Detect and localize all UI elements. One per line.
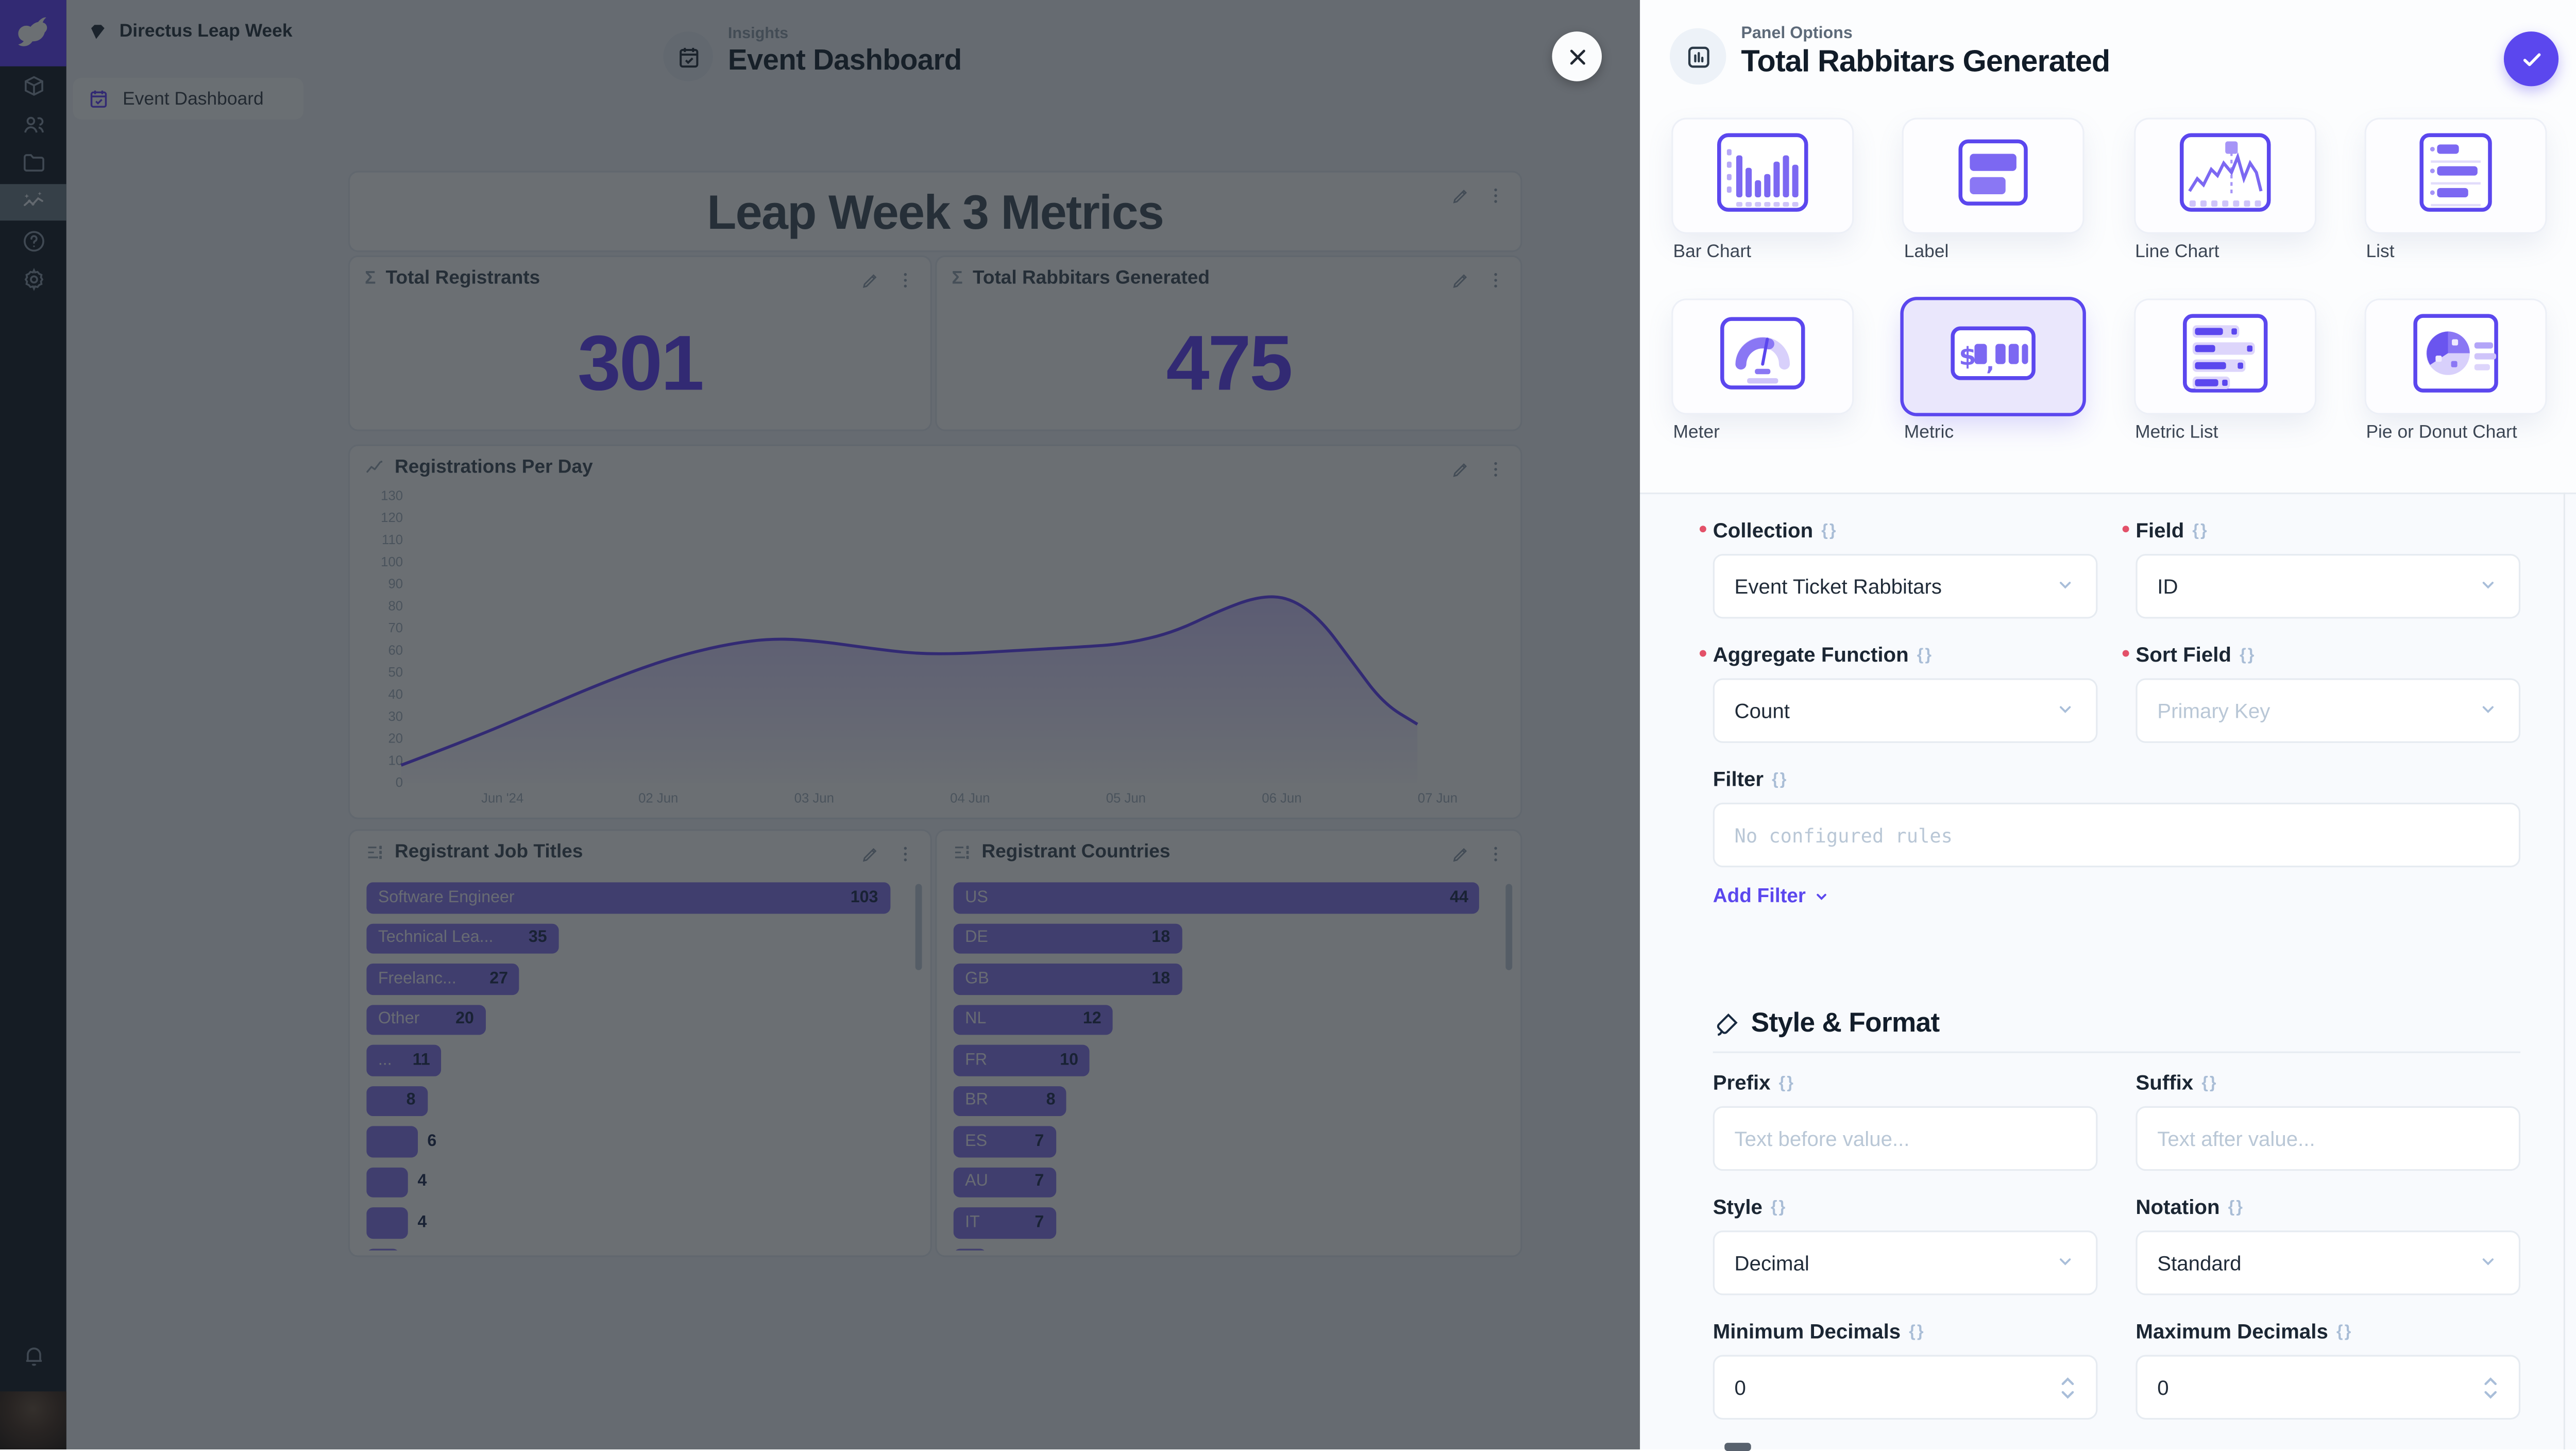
raw-value-icon[interactable]: {} [1821, 521, 1838, 540]
number-stepper[interactable] [2059, 1376, 2076, 1399]
panel-type-label[interactable] [1904, 119, 2083, 232]
raw-value-icon[interactable]: {} [2336, 1322, 2353, 1341]
svg-text:,: , [1987, 349, 1995, 375]
raw-value-icon[interactable]: {} [1771, 1198, 1787, 1217]
chevron-down-icon [2477, 697, 2499, 723]
drawer-title: Total Rabbitars Generated [1741, 43, 2110, 78]
panel-type-label: Label [1904, 242, 1949, 262]
panel-type-list[interactable] [2366, 119, 2546, 232]
panel-type-label: Pie or Donut Chart [2366, 423, 2517, 443]
bar-chart-tile-icon [1713, 130, 1812, 222]
panel-type-pie[interactable] [2366, 300, 2546, 413]
drawer-divider [1640, 492, 2576, 495]
chevron-down-icon [2477, 1250, 2499, 1276]
chevron-down-icon [2477, 573, 2499, 599]
chevron-down-icon [2055, 697, 2076, 723]
metric-tile-icon: $, [1944, 311, 2043, 402]
sort-field-select[interactable]: Primary Key [2136, 678, 2521, 743]
panel-type-label: Line Chart [2135, 242, 2219, 262]
panel-type-line-chart[interactable] [2135, 119, 2314, 232]
raw-value-icon[interactable]: {} [1917, 646, 1934, 665]
insights-panel-icon [1687, 46, 1709, 67]
style-select[interactable]: Decimal [1713, 1230, 2098, 1295]
drawer-scrollbar-track[interactable] [2563, 492, 2566, 1449]
notation-select[interactable]: Standard [2136, 1230, 2521, 1295]
metric-list-tile-icon [2175, 311, 2274, 402]
close-drawer-button[interactable] [1552, 31, 1602, 81]
brush-icon [1717, 1013, 1738, 1035]
raw-value-icon[interactable]: {} [2201, 1073, 2218, 1092]
number-stepper[interactable] [2482, 1376, 2499, 1399]
collection-label: Collection{} [1699, 519, 1838, 543]
panel-type-bar-chart[interactable] [1673, 119, 1853, 232]
raw-value-icon[interactable]: {} [1778, 1073, 1795, 1092]
label-tile-icon [1944, 130, 2043, 222]
field-label: Field{} [2122, 519, 2209, 543]
clipped-field-label [1724, 1443, 1751, 1451]
section-divider [1713, 1051, 2521, 1053]
check-icon [2522, 52, 2540, 65]
notation-label: Notation{} [2136, 1195, 2245, 1219]
suffix-input[interactable]: Text after value... [2136, 1106, 2521, 1171]
panel-type-label: Metric List [2135, 423, 2218, 443]
svg-text:$: $ [1959, 342, 1977, 370]
sort-field-label: Sort Field{} [2122, 643, 2256, 667]
chevron-down-icon [2055, 573, 2076, 599]
list-tile-icon [2406, 130, 2505, 222]
drawer-backdrop[interactable] [0, 0, 1640, 1450]
raw-value-icon[interactable]: {} [2228, 1198, 2245, 1217]
prefix-input[interactable]: Text before value... [1713, 1106, 2098, 1171]
style-format-heading: Style & Format [1713, 1008, 1940, 1040]
line-chart-tile-icon [2175, 130, 2274, 222]
aggregate-function-select[interactable]: Count [1713, 678, 2098, 743]
drawer-kicker: Panel Options [1741, 25, 1853, 43]
minimum-decimals-input[interactable]: 0 [1713, 1355, 2098, 1420]
aggregate-function-label: Aggregate Function{} [1699, 643, 1934, 667]
close-icon [1569, 48, 1585, 64]
raw-value-icon[interactable]: {} [1772, 770, 1788, 789]
add-filter-button[interactable]: Add Filter [1713, 884, 1831, 907]
pie-tile-icon [2406, 311, 2505, 402]
panel-type-meter[interactable] [1673, 300, 1853, 413]
panel-type-metric-selected[interactable]: $, [1904, 300, 2083, 413]
style-label: Style{} [1713, 1195, 1787, 1219]
stepper-down-icon [2484, 1390, 2497, 1398]
stepper-up-icon [2061, 1376, 2074, 1385]
save-button[interactable] [2503, 31, 2559, 87]
maximum-decimals-label: Maximum Decimals{} [2136, 1320, 2353, 1343]
drawer-panel-icon [1670, 28, 1726, 85]
maximum-decimals-input[interactable]: 0 [2136, 1355, 2521, 1420]
panel-type-label: Meter [1673, 423, 1720, 443]
panel-type-label: Metric [1904, 423, 1954, 443]
filter-label: Filter{} [1713, 768, 1788, 791]
raw-value-icon[interactable]: {} [1909, 1322, 1925, 1341]
field-select[interactable]: ID [2136, 553, 2521, 619]
minimum-decimals-label: Minimum Decimals{} [1713, 1320, 1925, 1343]
raw-value-icon[interactable]: {} [2240, 646, 2256, 665]
collection-select[interactable]: Event Ticket Rabbitars [1713, 553, 2098, 619]
suffix-label: Suffix{} [2136, 1071, 2218, 1095]
chevron-down-icon [2055, 1250, 2076, 1276]
chevron-down-icon [1817, 893, 1826, 900]
filter-rules-box[interactable]: No configured rules [1713, 802, 2521, 868]
prefix-label: Prefix{} [1713, 1071, 1795, 1095]
stepper-up-icon [2484, 1376, 2497, 1385]
meter-tile-icon [1713, 311, 1812, 402]
panel-type-label: List [2366, 242, 2395, 262]
raw-value-icon[interactable]: {} [2192, 521, 2209, 540]
panel-type-metric-list[interactable] [2135, 300, 2314, 413]
stepper-down-icon [2061, 1390, 2074, 1398]
panel-type-label: Bar Chart [1673, 242, 1751, 262]
